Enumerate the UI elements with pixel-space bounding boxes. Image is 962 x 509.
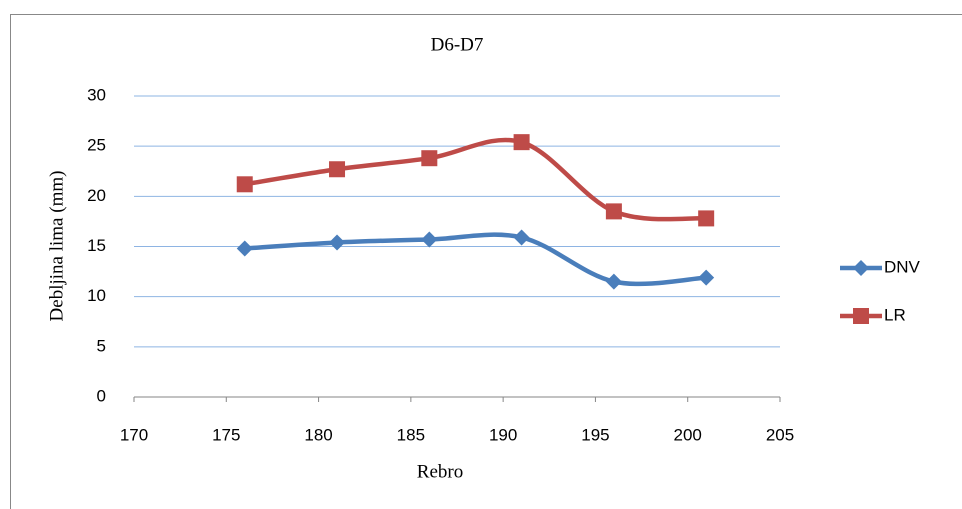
x-tick-label: 190 xyxy=(489,425,517,444)
legend-label: LR xyxy=(884,305,906,324)
point-marker xyxy=(605,273,622,290)
y-tick-label: 15 xyxy=(87,236,106,255)
chart-border xyxy=(10,14,962,509)
x-tick-label: 170 xyxy=(120,425,148,444)
y-tick-label: 0 xyxy=(97,386,106,405)
point-marker xyxy=(329,161,346,178)
y-tick-label: 30 xyxy=(87,85,106,104)
y-axis-label: Debljina lima (mm) xyxy=(46,171,67,322)
series-line xyxy=(244,232,707,287)
y-tick-label: 5 xyxy=(97,336,106,355)
point-marker xyxy=(329,234,346,251)
chart-title: D6-D7 xyxy=(431,34,484,55)
x-tick-label: 205 xyxy=(766,425,794,444)
x-tick-label: 195 xyxy=(581,425,609,444)
point-marker xyxy=(421,231,438,248)
x-tick-label: 185 xyxy=(397,425,425,444)
legend-marker xyxy=(853,260,869,276)
x-tick-label: 180 xyxy=(304,425,332,444)
point-marker xyxy=(605,203,622,220)
x-tick-label: 175 xyxy=(212,425,240,444)
series-line xyxy=(244,137,707,222)
x-axis-label: Rebro xyxy=(417,461,463,482)
point-marker xyxy=(421,150,438,167)
y-tick-label: 25 xyxy=(87,136,106,155)
point-marker xyxy=(698,269,715,286)
point-marker xyxy=(513,229,530,246)
point-marker xyxy=(513,134,530,151)
x-tick-label: 200 xyxy=(674,425,702,444)
point-marker xyxy=(698,210,715,227)
legend-marker xyxy=(853,308,869,324)
point-marker xyxy=(236,176,253,193)
point-marker xyxy=(236,240,253,257)
y-tick-label: 20 xyxy=(87,186,106,205)
y-tick-label: 10 xyxy=(87,286,106,305)
legend-label: DNV xyxy=(884,257,921,276)
